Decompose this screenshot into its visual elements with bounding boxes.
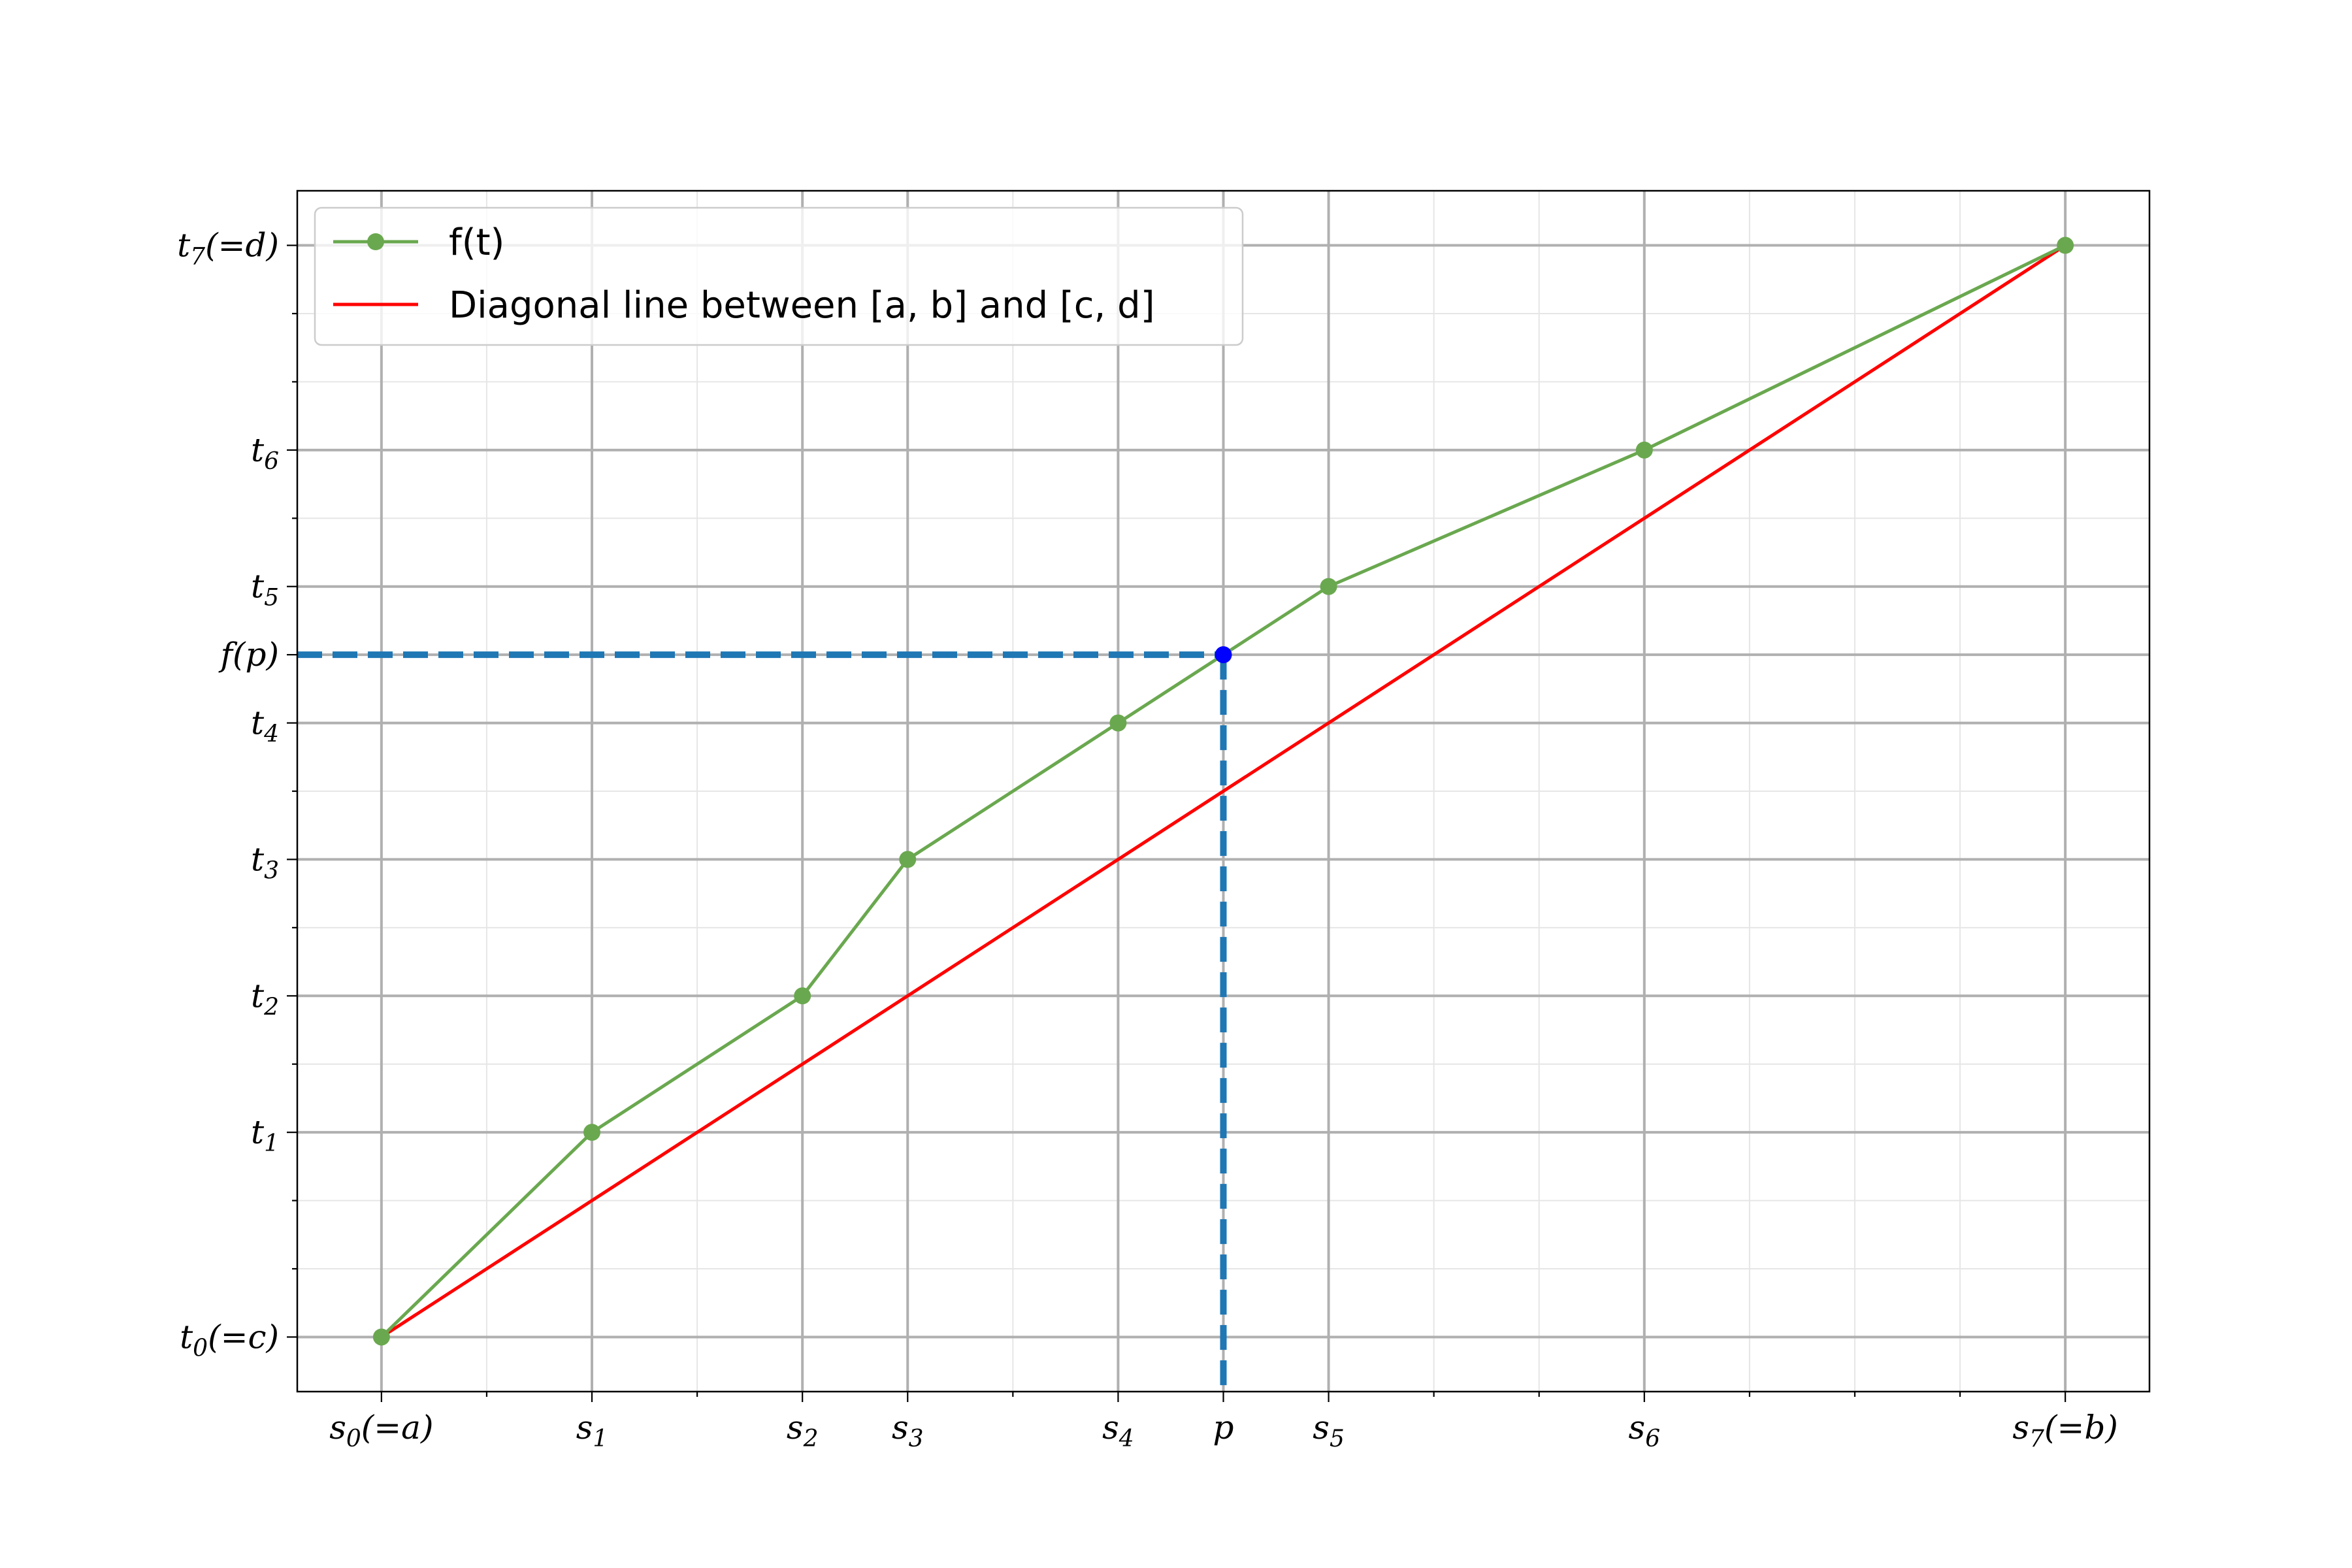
x-tick-label: s6 [1629, 1409, 1661, 1452]
y-tick-label: t1 [251, 1113, 279, 1157]
fp-point [1215, 646, 1232, 664]
y-tick-label: t2 [251, 977, 279, 1021]
f-t-point [1635, 441, 1653, 459]
series-layer [372, 237, 2074, 1346]
diagonal-line [380, 244, 2066, 1339]
f-t-point [2057, 237, 2074, 254]
x-tick-label: s1 [576, 1409, 608, 1452]
f-t-point [372, 1328, 390, 1346]
tick-labels: s0(=a) s1 s2 s3 s4 p s5 s6 s7(=b) t0(=c) t1 t2 t3 t4 f… [177, 227, 2118, 1452]
x-tick-label: s4 [1102, 1409, 1134, 1452]
x-tick-label: p [1213, 1409, 1233, 1446]
legend: f(t) Diagonal line between [a, b] and [c,… [314, 206, 1244, 346]
x-tick-label: s2 [787, 1409, 819, 1452]
x-tick-label: s3 [892, 1409, 924, 1452]
legend-label: Diagonal line between [a, b] and [c, d] [449, 284, 1155, 327]
y-tick-label: t5 [251, 568, 279, 612]
legend-box [314, 206, 1244, 346]
y-tick-label: t0(=c) [180, 1318, 279, 1362]
f-t-point [794, 987, 811, 1005]
axis-ticks [287, 244, 2066, 1402]
f-t-series-line [380, 244, 2066, 1339]
legend-label: f(t) [449, 221, 504, 264]
x-tick-label: s7(=b) [2012, 1409, 2118, 1452]
f-t-point [583, 1124, 601, 1141]
y-tick-label: t4 [251, 704, 279, 748]
y-tick-label: t6 [251, 431, 279, 475]
y-tick-label: t3 [251, 840, 279, 884]
f-t-point [1320, 578, 1337, 595]
legend-marker [367, 233, 384, 250]
y-tick-label: t7(=d) [177, 227, 279, 270]
x-tick-label: s5 [1313, 1409, 1345, 1452]
f-t-point [1109, 714, 1127, 732]
f-t-point [899, 851, 917, 868]
guide-lines [297, 651, 1227, 1392]
x-tick-label: s0(=a) [329, 1409, 433, 1452]
y-tick-label: f(p) [218, 636, 279, 674]
